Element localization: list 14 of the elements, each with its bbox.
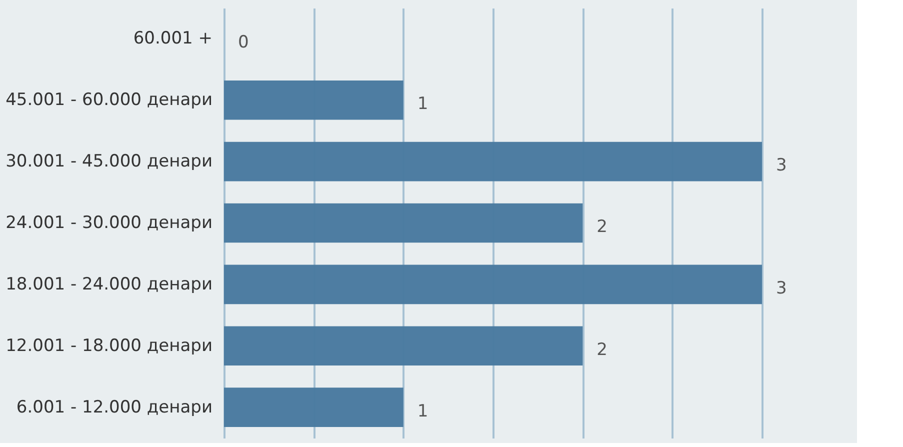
- data-label: 1: [417, 401, 428, 422]
- y-tick-label: 12.001 - 18.000 денари: [6, 336, 212, 356]
- y-tick-label: 45.001 - 60.000 денари: [6, 90, 212, 110]
- y-tick-label: 18.001 - 24.000 денари: [6, 274, 212, 294]
- y-tick-label: 6.001 - 12.000 денари: [16, 397, 212, 418]
- data-label: 1: [417, 94, 428, 114]
- data-label: 2: [596, 217, 608, 237]
- y-tick-label: 30.001 - 45.000 денари: [6, 152, 212, 172]
- data-label: 0: [238, 32, 249, 53]
- data-label: 3: [776, 278, 787, 298]
- data-label: 3: [776, 156, 787, 176]
- y-tick-label: 24.001 - 30.000 денари: [6, 213, 212, 233]
- y-tick-label: 60.001 +: [133, 28, 212, 49]
- data-label: 2: [596, 340, 608, 360]
